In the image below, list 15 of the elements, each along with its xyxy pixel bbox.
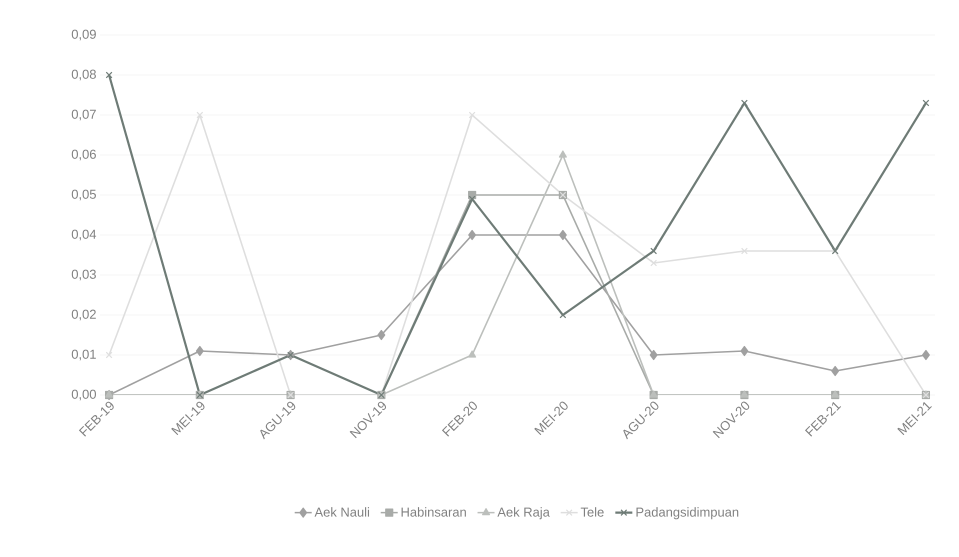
legend-label: Aek Raja [497,507,550,520]
y-tick-label: 0,03 [72,270,96,280]
y-tick-label: 0,05 [72,190,96,200]
legend-label: Habinsaran [402,507,466,517]
y-tick-label: 0,09 [72,30,96,40]
legend-label: Aek Nauli [314,507,370,517]
legend-label: Padangsidimpuan [636,507,738,520]
y-tick-label: 0,02 [72,310,96,320]
y-tick-label: 0,08 [72,70,96,80]
y-tick-label: 0,07 [72,110,96,120]
y-tick-label: 0,00 [72,390,96,400]
y-tick-label: 0,06 [72,150,96,160]
y-tick-label: 0,04 [72,230,96,240]
legend-label: Tele [580,507,604,517]
y-tick-label: 0,01 [72,350,96,360]
